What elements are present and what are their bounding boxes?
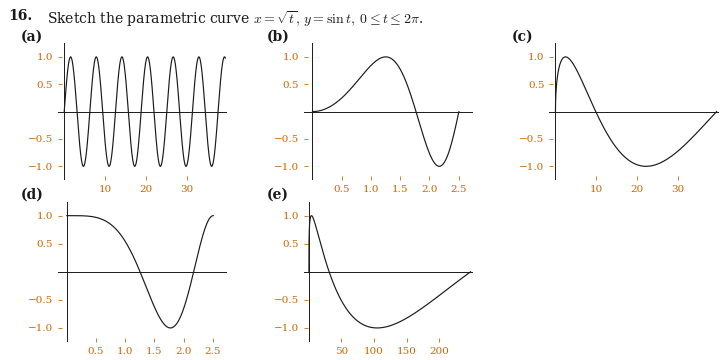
Text: (b): (b) bbox=[266, 30, 290, 44]
Text: (a): (a) bbox=[21, 30, 43, 44]
Text: (c): (c) bbox=[512, 30, 534, 44]
Text: Sketch the parametric curve $x = \sqrt{t},\, y = \sin t,\; 0 \leq t \leq 2\pi$.: Sketch the parametric curve $x = \sqrt{t… bbox=[47, 9, 423, 29]
Text: 16.: 16. bbox=[9, 9, 33, 23]
Text: (e): (e) bbox=[266, 188, 288, 202]
Text: (d): (d) bbox=[21, 188, 44, 202]
